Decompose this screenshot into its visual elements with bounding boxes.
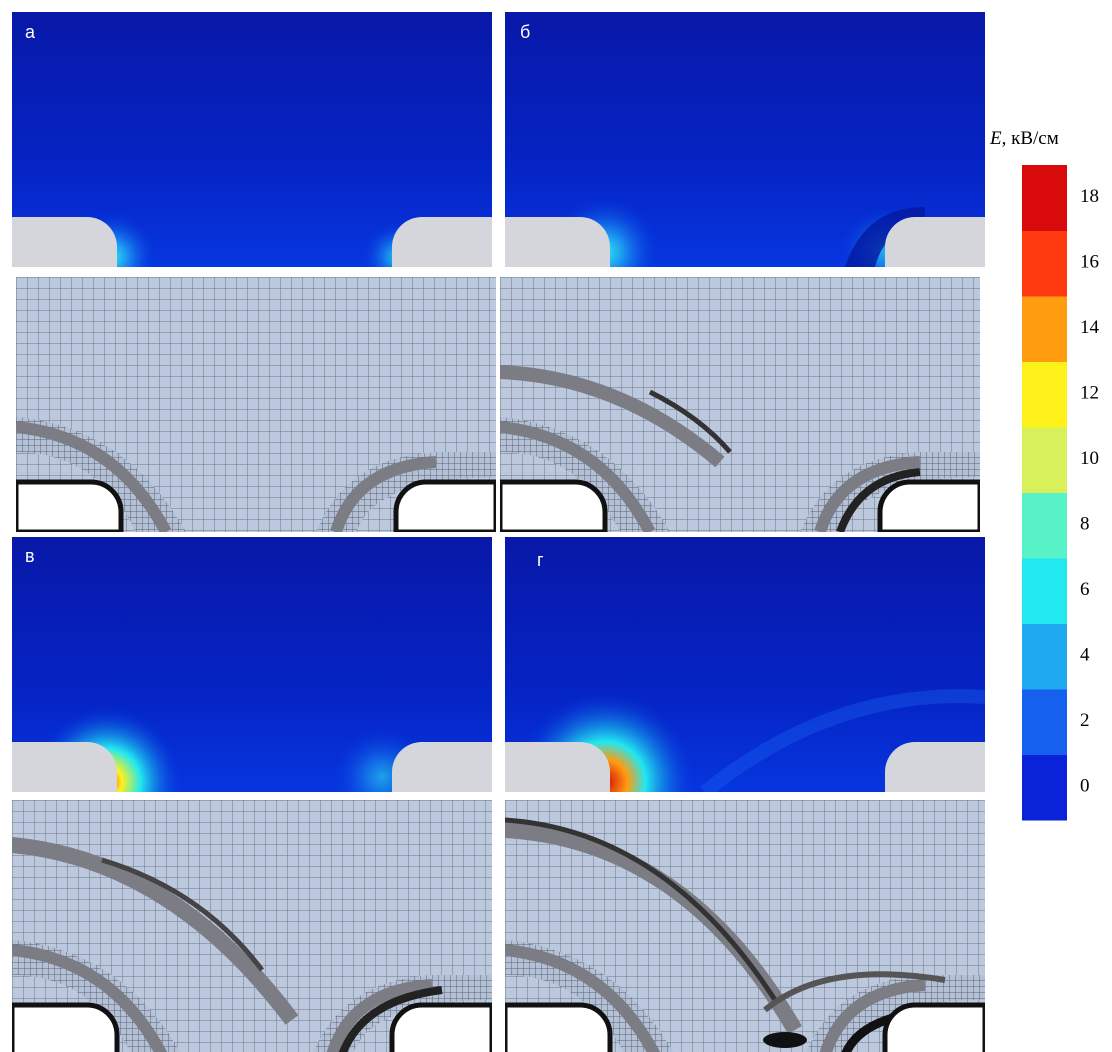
colorbar-band	[1022, 558, 1067, 624]
colorbar-tick-label: 16	[1080, 252, 1099, 273]
field-panel	[12, 537, 492, 792]
mesh-panel	[12, 800, 492, 1052]
colorbar-tick-label: 0	[1080, 776, 1090, 797]
panel-label: г	[537, 550, 544, 570]
panel-label: в	[25, 546, 35, 566]
colorbar-band	[1022, 230, 1067, 297]
colorbar-band	[1022, 689, 1067, 755]
field-panel	[12, 12, 492, 267]
colorbar-symbol: E	[989, 128, 1002, 149]
colorbar-tick-label: 6	[1080, 579, 1090, 600]
colorbar-tick-label: 8	[1080, 514, 1090, 535]
colorbar-band	[1022, 623, 1067, 690]
colorbar-tick-label: 10	[1080, 448, 1099, 469]
mesh-panel	[500, 277, 980, 532]
colorbar-band	[1022, 361, 1067, 428]
colorbar-band	[1022, 427, 1067, 493]
mesh-panel	[16, 277, 496, 532]
mesh-panel	[505, 800, 985, 1052]
colorbar-tick-label: 18	[1080, 186, 1099, 207]
colorbar-band	[1022, 754, 1067, 821]
field-panel	[505, 12, 985, 267]
colorbar-tick-label: 12	[1080, 383, 1099, 404]
colorbar-tick-label: 4	[1080, 645, 1090, 666]
field-panel	[505, 537, 985, 792]
colorbar: 0 2 4 6 8 10 12 14 16 18	[1022, 165, 1100, 821]
panel-label: а	[25, 22, 36, 42]
colorbar-band	[1022, 296, 1067, 362]
colorbar-tick-label: 2	[1080, 710, 1090, 731]
colorbar-unit: , кВ/см	[1002, 128, 1059, 149]
colorbar-band	[1022, 492, 1067, 559]
panel-label: б	[520, 22, 530, 42]
colorbar-tick-label: 14	[1080, 317, 1100, 338]
colorbar-title: E, кВ/см	[989, 128, 1059, 149]
colorbar-band	[1022, 165, 1067, 231]
